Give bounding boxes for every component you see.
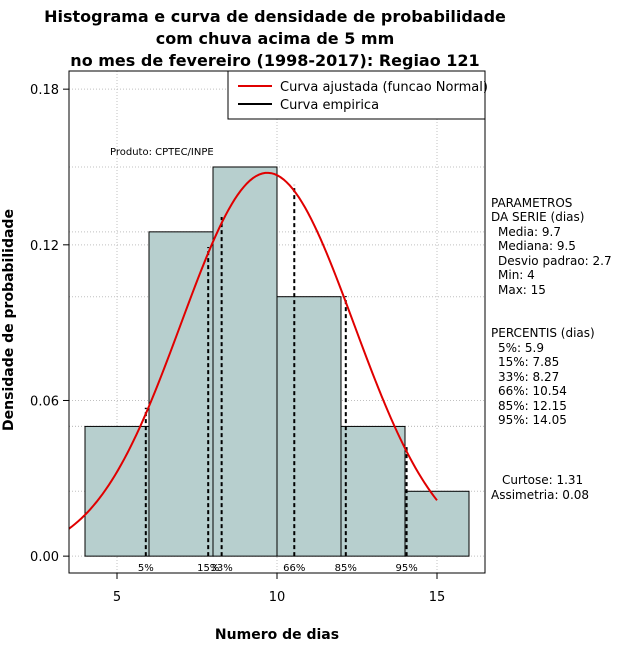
stat-max: Max: 15 bbox=[498, 283, 546, 297]
stat-assimetria: Assimetria: 0.08 bbox=[491, 488, 589, 502]
histogram-bar bbox=[340, 425, 406, 557]
percentile-label: 5% bbox=[138, 563, 154, 574]
axes: 5 10 15 0.00 0.06 0.12 0.18 bbox=[30, 83, 445, 605]
stats-panel: PARAMETROS DA SERIE (dias) Media: 9.7 Me… bbox=[491, 196, 612, 502]
percentile-label: 95% bbox=[395, 563, 417, 574]
normal-curve bbox=[68, 171, 438, 530]
stat-desvio: Desvio padrao: 2.7 bbox=[498, 254, 612, 268]
histogram-bar bbox=[84, 425, 150, 557]
normal-curve-layer bbox=[68, 171, 438, 530]
histogram-bar bbox=[404, 490, 470, 557]
y-tick-label: 0.12 bbox=[30, 239, 59, 254]
percentis-header: PERCENTIS (dias) bbox=[491, 326, 595, 340]
x-tick-label: 10 bbox=[269, 590, 286, 605]
y-tick-label: 0.18 bbox=[30, 83, 59, 98]
x-axis-title: Numero de dias bbox=[215, 627, 339, 643]
stat-media: Media: 9.7 bbox=[498, 225, 561, 239]
legend-label-fitted: Curva ajustada (funcao Normal) bbox=[280, 80, 488, 95]
params-header-1: PARAMETROS bbox=[491, 196, 572, 210]
stat-p95: 95%: 14.05 bbox=[498, 413, 567, 427]
histogram-bar bbox=[276, 296, 342, 557]
stat-mediana: Mediana: 9.5 bbox=[498, 239, 576, 253]
chart-title-line-2: com chuva acima de 5 mm bbox=[156, 29, 395, 48]
percentile-label: 33% bbox=[211, 563, 233, 574]
percentile-lines: 5% 15%33% 66% 85% 95% bbox=[138, 184, 418, 574]
x-tick-label: 15 bbox=[429, 590, 446, 605]
legend: Curva ajustada (funcao Normal) Curva emp… bbox=[227, 70, 488, 120]
stat-p33: 33%: 8.27 bbox=[498, 370, 559, 384]
percentile-label: 85% bbox=[335, 563, 357, 574]
percentile-label: 15% bbox=[197, 563, 219, 574]
y-axis-title: Densidade de probabilidade bbox=[1, 209, 17, 431]
histogram-bar bbox=[148, 231, 214, 557]
percentile-label: 66% bbox=[283, 563, 305, 574]
chart-title-line-1: Histograma e curva de densidade de proba… bbox=[44, 7, 506, 26]
chart-title-line-3: no mes de fevereiro (1998-2017): Regiao … bbox=[70, 51, 479, 70]
stat-curtose: Curtose: 1.31 bbox=[502, 473, 583, 487]
legend-label-empirical: Curva empirica bbox=[280, 98, 379, 113]
y-tick-label: 0.06 bbox=[30, 394, 59, 409]
legend-box bbox=[227, 70, 486, 120]
stat-p5: 5%: 5.9 bbox=[498, 341, 544, 355]
stat-p85: 85%: 12.15 bbox=[498, 399, 567, 413]
stat-p15: 15%: 7.85 bbox=[498, 355, 559, 369]
x-tick-label: 5 bbox=[113, 590, 121, 605]
histogram-bars bbox=[84, 166, 470, 557]
y-tick-label: 0.00 bbox=[30, 550, 59, 565]
stat-min: Min: 4 bbox=[498, 268, 535, 282]
credit-text: Produto: CPTEC/INPE bbox=[110, 147, 214, 158]
stat-p66: 66%: 10.54 bbox=[498, 384, 567, 398]
params-header-2: DA SERIE (dias) bbox=[491, 210, 584, 224]
